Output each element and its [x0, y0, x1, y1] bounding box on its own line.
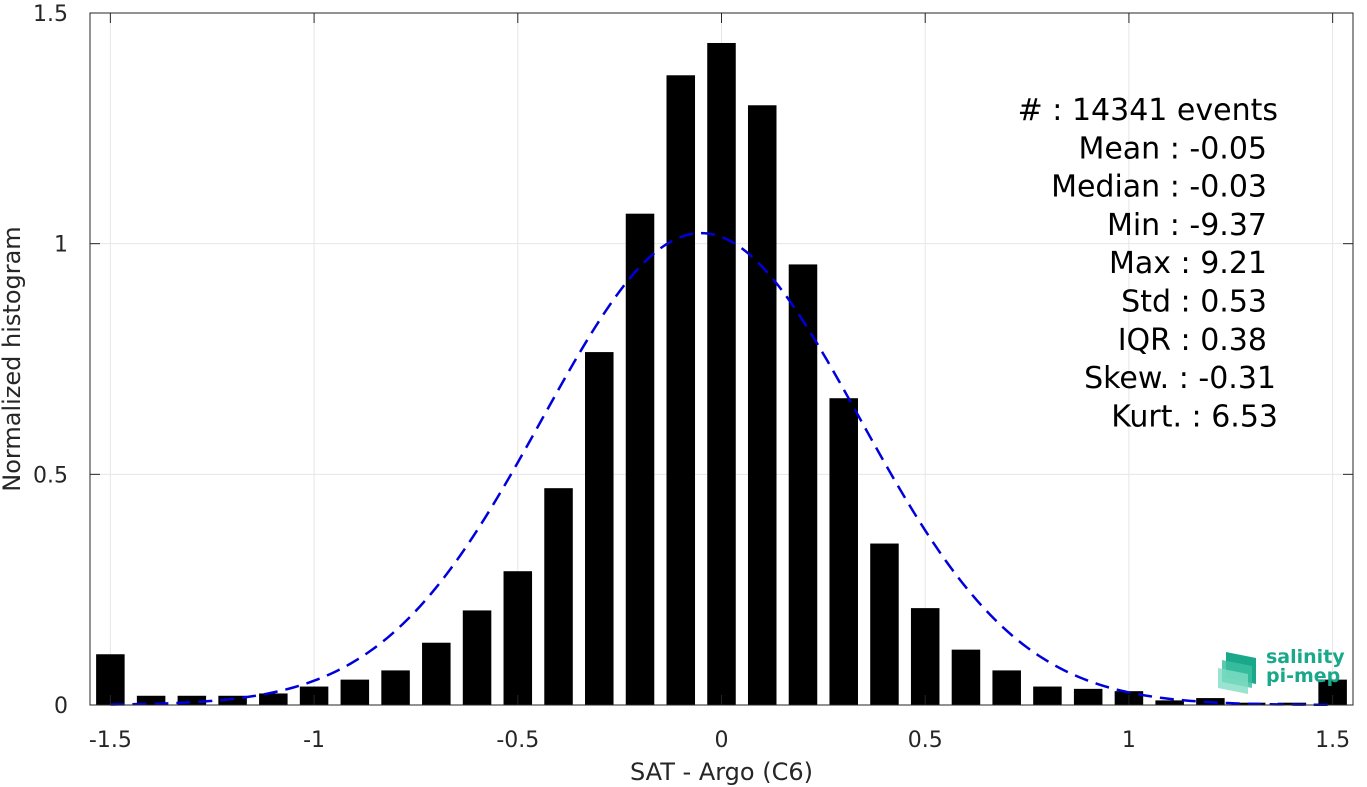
x-tick-label: 1 [1122, 728, 1136, 753]
histogram-bar [625, 213, 655, 705]
x-axis-label: SAT - Argo (C6) [630, 758, 813, 786]
logo-waves-icon [1218, 652, 1256, 694]
histogram-bar [259, 693, 288, 705]
histogram-bar [829, 398, 858, 705]
histogram-bar [910, 608, 940, 705]
histogram-bar [503, 571, 533, 705]
histogram-bar [951, 649, 981, 705]
histogram-bar [1073, 688, 1103, 705]
histogram-bar [462, 610, 492, 705]
histogram-bar [1155, 700, 1184, 705]
y-axis-label: Normalized histogram [0, 226, 26, 491]
stat-line: Median : -0.03 [1051, 170, 1267, 205]
normal-fit-curve [110, 231, 1333, 707]
stat-line: # : 14341 events [1018, 93, 1278, 128]
histogram-bar [340, 679, 370, 705]
y-tick-label: 0.5 [33, 463, 68, 488]
histogram-bar [177, 695, 207, 705]
stat-line: Min : -9.37 [1107, 208, 1267, 243]
logo-text: salinity pi-mep [1266, 648, 1345, 686]
salinity-pi-mep-logo: salinity pi-mep [1216, 646, 1346, 696]
stat-line: Skew. : -0.31 [1084, 361, 1276, 396]
x-tick-label: 1.5 [1315, 728, 1350, 753]
x-tick-label: 0 [715, 728, 729, 753]
bars [96, 42, 1347, 706]
histogram-bar [422, 642, 451, 705]
x-tick-label: -1 [303, 728, 325, 753]
x-tick-label: -1.5 [89, 728, 132, 753]
histogram-bar [544, 488, 573, 705]
histogram-bar [747, 105, 777, 706]
stat-line: Mean : -0.05 [1078, 131, 1267, 166]
stat-line: Kurt. : 6.53 [1111, 399, 1278, 434]
logo-line-1: salinity [1266, 646, 1345, 668]
histogram-bar [666, 75, 696, 705]
histogram-bar [136, 695, 166, 705]
histogram-bar [381, 670, 410, 705]
y-tick-label: 1 [54, 233, 68, 258]
logo-line-2: pi-mep [1266, 665, 1341, 687]
x-tick-label: -0.5 [496, 728, 539, 753]
histogram-bar [707, 42, 736, 705]
y-tick-label: 1.5 [33, 2, 68, 27]
axes: -1.5 -1 -0.5 0 0.5 1 1.5 0 0.5 1 1.5 [33, 2, 1353, 753]
histogram-bar [1033, 686, 1062, 705]
histogram-bar [788, 264, 818, 705]
y-tick-label: 0 [54, 694, 68, 719]
histogram-bar [218, 695, 247, 705]
histogram-bar [585, 352, 614, 705]
stat-line: Max : 9.21 [1109, 246, 1267, 281]
histogram-bar [870, 543, 899, 705]
stat-line: IQR : 0.38 [1118, 323, 1267, 358]
histogram-bar [992, 670, 1021, 705]
stat-line: Std : 0.53 [1121, 285, 1267, 320]
x-tick-label: 0.5 [908, 728, 943, 753]
